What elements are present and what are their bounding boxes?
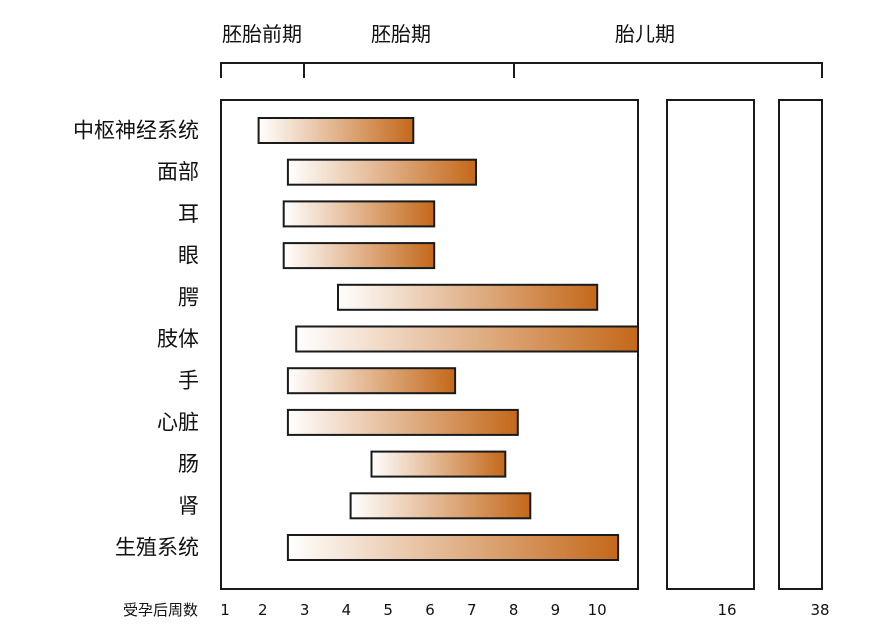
x-tick-label-11: 38 xyxy=(810,601,829,619)
phase-label-embryonic: 胚胎期 xyxy=(371,22,431,46)
organ-label-9: 肾 xyxy=(178,494,199,518)
organ-label-10: 生殖系统 xyxy=(115,536,199,560)
bar-9 xyxy=(349,492,532,520)
phase-label-fetal: 胎儿期 xyxy=(615,22,675,46)
bar-2 xyxy=(282,200,436,228)
organ-label-5: 肢体 xyxy=(157,327,199,351)
x-axis-ticks: 1 2 3 4 5 6 7 8 9 10 16 38 xyxy=(220,601,829,619)
organ-label-8: 肠 xyxy=(178,452,199,476)
organ-label-7: 心脏 xyxy=(157,410,199,434)
organ-label-1: 面部 xyxy=(157,160,199,184)
phase-header: 胚胎前期 胚胎期 胎儿期 xyxy=(220,22,823,78)
organ-label-6: 手 xyxy=(178,369,199,393)
x-tick-label-9: 10 xyxy=(588,601,607,619)
organ-label-4: 腭 xyxy=(178,285,199,309)
x-tick-label-6: 7 xyxy=(467,601,477,619)
x-tick-label-7: 8 xyxy=(509,601,519,619)
week-16-frame xyxy=(666,99,755,590)
x-tick-label-0: 1 xyxy=(220,601,230,619)
x-tick-label-4: 5 xyxy=(383,601,393,619)
bar-1 xyxy=(286,158,477,186)
bar-8 xyxy=(370,450,507,478)
bar-7 xyxy=(286,408,519,436)
bar-10 xyxy=(286,534,620,561)
week-38-frame xyxy=(778,99,823,590)
phase-bracket xyxy=(220,62,823,78)
organ-label-3: 眼 xyxy=(178,244,199,268)
phase-label-preembryonic: 胚胎前期 xyxy=(222,22,302,46)
bar-4 xyxy=(337,283,599,311)
x-axis-title: 受孕后周数 xyxy=(123,601,198,619)
organ-label-2: 耳 xyxy=(178,202,199,226)
x-tick-label-5: 6 xyxy=(425,601,435,619)
x-tick-label-8: 9 xyxy=(551,601,561,619)
bar-0 xyxy=(257,117,415,144)
bar-5 xyxy=(295,325,639,353)
bar-6 xyxy=(286,367,457,395)
x-tick-label-1: 2 xyxy=(258,601,268,619)
bars-group xyxy=(257,117,639,561)
x-tick-label-3: 4 xyxy=(342,601,352,619)
x-tick-label-2: 3 xyxy=(300,601,310,619)
bar-3 xyxy=(282,242,436,270)
x-tick-label-10: 16 xyxy=(717,601,736,619)
organ-label-0: 中枢神经系统 xyxy=(73,119,199,143)
